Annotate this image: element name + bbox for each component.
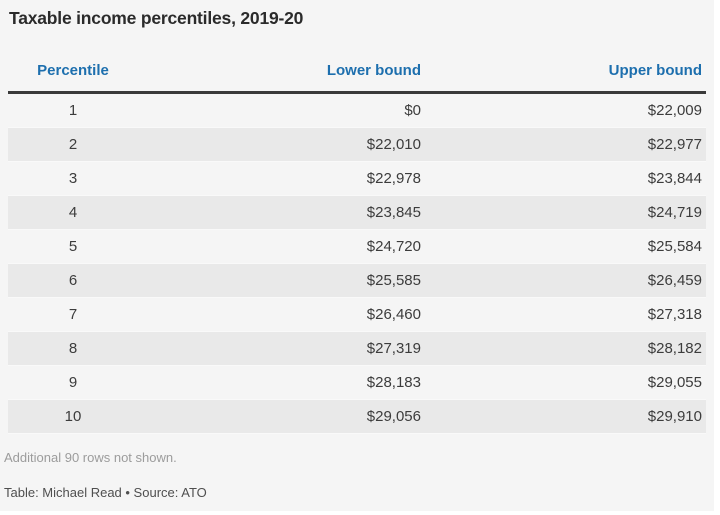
- upper-bound-cell: $23,844: [425, 161, 706, 196]
- table-row: 8 $27,319 $28,182: [8, 331, 706, 366]
- upper-bound-cell: $29,055: [425, 365, 706, 400]
- upper-bound-cell: $25,584: [425, 229, 706, 264]
- rows-not-shown-note: Additional 90 rows not shown.: [4, 450, 177, 465]
- percentile-cell: 10: [8, 399, 138, 434]
- header-row: Percentile Lower bound Upper bound: [8, 28, 706, 94]
- table-row: 1 $0 $22,009: [8, 92, 706, 128]
- upper-bound-cell: $28,182: [425, 331, 706, 366]
- lower-bound-cell: $25,585: [138, 263, 425, 298]
- table-row: 5 $24,720 $25,584: [8, 229, 706, 264]
- percentile-cell: 7: [8, 297, 138, 332]
- table-row: 9 $28,183 $29,055: [8, 365, 706, 400]
- lower-bound-cell: $22,978: [138, 161, 425, 196]
- lower-bound-cell: $24,720: [138, 229, 425, 264]
- lower-bound-cell: $29,056: [138, 399, 425, 434]
- lower-bound-cell: $26,460: [138, 297, 425, 332]
- upper-bound-cell: $22,977: [425, 127, 706, 162]
- table-row: 7 $26,460 $27,318: [8, 297, 706, 332]
- table-body: 1 $0 $22,009 2 $22,010 $22,977 3 $22,978 $23,844…: [8, 92, 706, 434]
- table-row: 10 $29,056 $29,910: [8, 399, 706, 434]
- percentile-cell: 1: [8, 92, 138, 128]
- lower-bound-cell: $27,319: [138, 331, 425, 366]
- table-row: 6 $25,585 $26,459: [8, 263, 706, 298]
- percentile-cell: 6: [8, 263, 138, 298]
- upper-bound-cell: $26,459: [425, 263, 706, 298]
- lower-bound-cell: $28,183: [138, 365, 425, 400]
- page-title: Taxable income percentiles, 2019-20: [9, 8, 304, 28]
- table-row: 2 $22,010 $22,977: [8, 127, 706, 162]
- column-header-lower-bound: Lower bound: [138, 28, 425, 94]
- percentile-cell: 9: [8, 365, 138, 400]
- upper-bound-cell: $27,318: [425, 297, 706, 332]
- table-row: 4 $23,845 $24,719: [8, 195, 706, 230]
- source-credit: Table: Michael Read • Source: ATO: [4, 485, 207, 500]
- column-header-percentile: Percentile: [8, 28, 138, 94]
- lower-bound-cell: $23,845: [138, 195, 425, 230]
- percentile-cell: 8: [8, 331, 138, 366]
- lower-bound-cell: $0: [138, 92, 425, 128]
- percentile-cell: 5: [8, 229, 138, 264]
- upper-bound-cell: $22,009: [425, 92, 706, 128]
- percentile-cell: 2: [8, 127, 138, 162]
- column-header-upper-bound: Upper bound: [425, 28, 706, 94]
- percentile-cell: 4: [8, 195, 138, 230]
- upper-bound-cell: $29,910: [425, 399, 706, 434]
- upper-bound-cell: $24,719: [425, 195, 706, 230]
- table-row: 3 $22,978 $23,844: [8, 161, 706, 196]
- lower-bound-cell: $22,010: [138, 127, 425, 162]
- percentiles-table: Percentile Lower bound Upper bound 1 $0 $2…: [8, 28, 706, 434]
- percentile-cell: 3: [8, 161, 138, 196]
